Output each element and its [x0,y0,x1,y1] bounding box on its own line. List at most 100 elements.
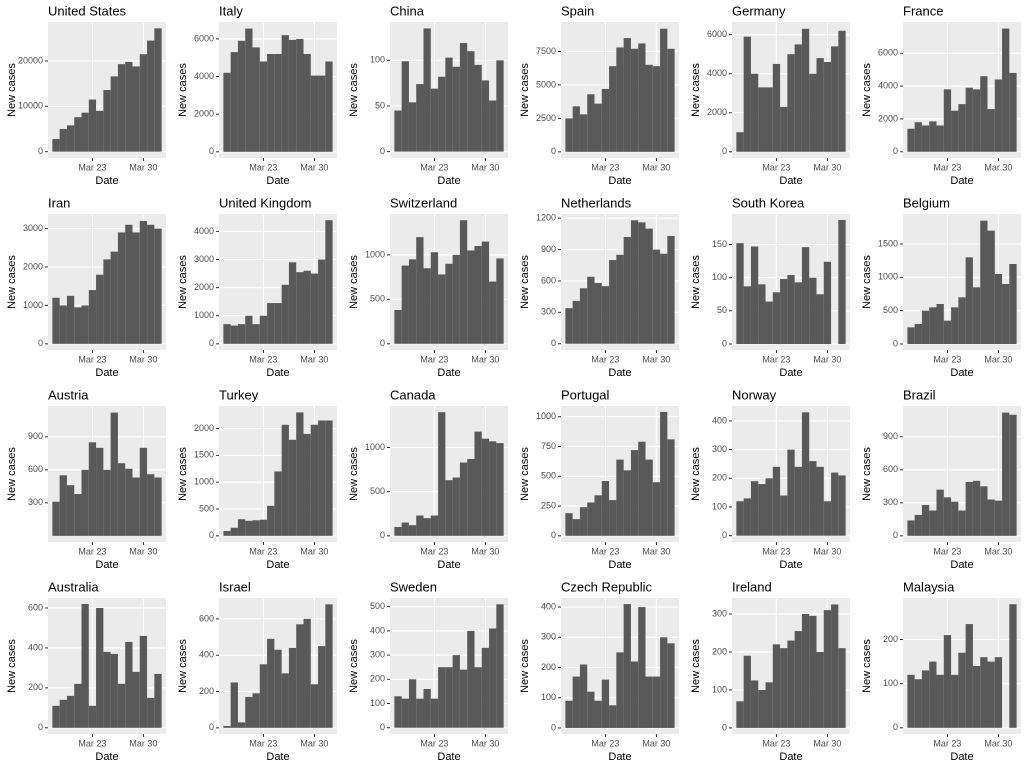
x-tick-label: Mar 23 [420,162,448,172]
panel-title: Israel [219,579,251,594]
bar [667,235,675,344]
bar [223,324,231,344]
bar [623,237,631,344]
y-tick-label: 3000 [194,254,214,264]
bar [467,458,475,536]
bar [147,224,155,344]
x-axis-title: Date [950,751,973,763]
y-tick-label: 600 [28,602,43,612]
x-axis-title: Date [266,751,289,763]
bar [103,90,111,152]
panel-title: Italy [219,3,243,18]
bar [438,412,446,536]
x-tick-label: Mar 30 [642,738,670,748]
panel-title: Malaysia [903,579,955,594]
bar [139,54,148,152]
y-tick-label: 0 [551,530,556,540]
y-tick-label: 500 [541,471,556,481]
bar [616,47,624,152]
bar [81,112,89,152]
bar [780,495,788,536]
bar [823,610,832,728]
bar [394,696,402,728]
y-tick-label: 0 [209,722,214,732]
y-tick-label: 900 [541,244,556,254]
x-tick-label: Mar 30 [984,162,1012,172]
bar [430,88,439,152]
bar [987,230,995,344]
x-tick-label: Mar 30 [300,738,328,748]
bar [809,461,817,536]
x-tick-label: Mar 23 [933,738,961,748]
y-tick-label: 1000 [365,249,385,259]
panel-title: Austria [48,387,89,402]
bar [972,287,981,344]
bar [481,80,490,152]
bar [572,106,580,152]
x-tick-label: Mar 30 [642,354,670,364]
y-tick-label: 4000 [194,71,214,81]
y-tick-label: 400 [28,642,43,652]
y-tick-label: 250 [541,500,556,510]
bar [110,653,118,728]
bar [929,121,937,152]
bar [758,484,766,536]
bar [743,36,751,152]
y-tick-label: 0 [209,146,214,156]
bar [572,519,580,536]
x-tick-label: Mar 23 [762,546,790,556]
bar [452,66,460,152]
y-axis-title: New cases [348,447,360,501]
y-tick-label: 900 [28,431,43,441]
bar [296,624,304,728]
bar [281,35,289,152]
bar [772,292,781,345]
bar [438,667,446,728]
bar [758,87,766,152]
y-tick-label: 2000 [194,109,214,119]
bar [467,51,475,152]
bar [1009,72,1017,152]
x-tick-label: Mar 23 [249,738,277,748]
bar [303,53,311,152]
y-axis-title: New cases [861,639,873,693]
panel-title: Ireland [732,579,772,594]
bar [496,258,504,344]
panel-title: Germany [732,3,786,18]
bar [237,519,246,536]
panel-title: Portugal [561,387,610,402]
x-tick-label: Mar 23 [591,354,619,364]
bar [794,44,802,152]
bar [245,520,253,536]
bar [943,497,952,536]
bar [401,61,409,152]
bar [958,297,966,344]
bar [831,472,839,536]
x-tick-label: Mar 23 [591,738,619,748]
x-axis-title: Date [779,751,802,763]
bar [81,603,89,728]
y-tick-label: 0 [722,338,727,348]
bar [794,282,802,345]
y-axis-title: New cases [6,255,18,309]
bar [936,125,944,152]
panel-title: United States [48,3,127,18]
bar [496,60,504,152]
bar [601,679,610,728]
bar [638,43,646,152]
bar [430,698,439,728]
bar [259,315,268,344]
panel-title: Czech Republic [561,579,653,594]
bar [408,525,417,536]
y-tick-label: 2500 [536,113,556,123]
panel-title: Spain [561,3,594,18]
bar [980,657,988,728]
y-axis-title: New cases [348,639,360,693]
y-axis-title: New cases [519,447,531,501]
x-axis-title: Date [950,367,973,379]
bar [667,439,675,536]
bar [259,61,268,152]
bar [59,128,67,152]
x-tick-label: Mar 30 [984,546,1012,556]
y-tick-label: 100 [712,684,727,694]
